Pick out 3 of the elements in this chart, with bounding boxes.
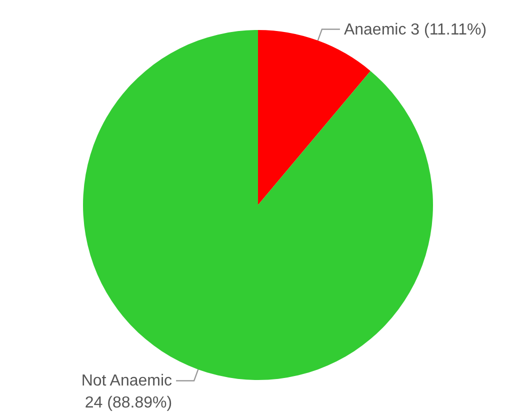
data-label: 24 (88.89%) — [84, 394, 172, 412]
slice-label: Not Anaemic — [81, 372, 172, 390]
slice-label: Anaemic 3 (11.11%) — [344, 21, 487, 38]
